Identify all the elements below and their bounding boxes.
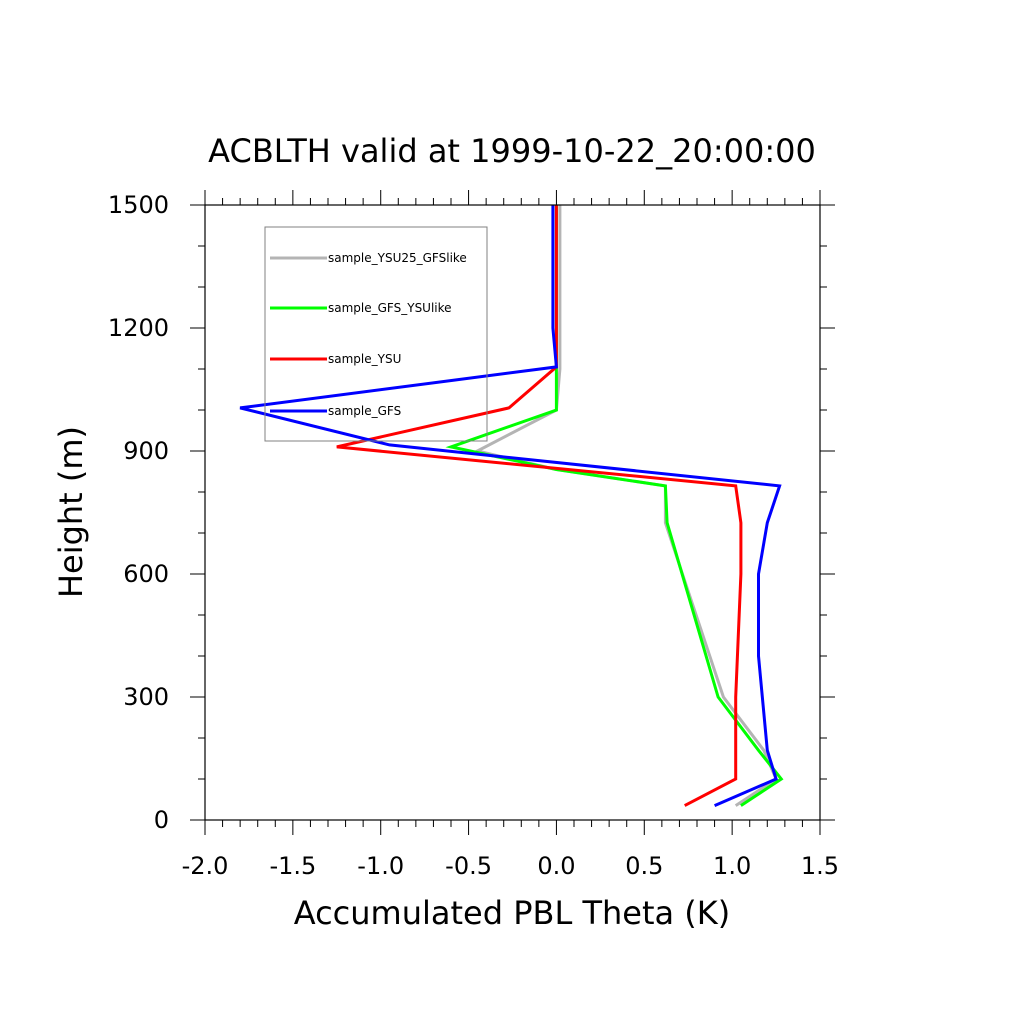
y-tick-label: 900 <box>123 437 169 465</box>
x-tick-label: -0.5 <box>445 852 492 880</box>
x-tick-label: -1.5 <box>269 852 316 880</box>
series-line-3 <box>336 205 743 807</box>
y-tick-label: 600 <box>123 560 169 588</box>
legend-box <box>264 226 488 442</box>
x-tick-label: 1.0 <box>713 852 751 880</box>
x-tick-label: -2.0 <box>182 852 229 880</box>
x-tick-label: 1.5 <box>801 852 839 880</box>
y-tick-label: 1200 <box>108 314 169 342</box>
series-line-2 <box>445 205 784 807</box>
x-tick-label: -1.0 <box>357 852 404 880</box>
series-line-4 <box>239 205 782 807</box>
x-tick-label: 0.0 <box>537 852 575 880</box>
legend: sample_YSU25_GFSlike sample_GFS_YSUlikesa… <box>264 226 488 442</box>
y-tick-label: 0 <box>154 806 169 834</box>
y-tick-label: 300 <box>123 683 169 711</box>
chart-title: ACBLTH valid at 1999-10-22_20:00:00 <box>208 132 816 170</box>
series-layer <box>239 205 784 807</box>
y-axis-label: Height (m) <box>52 426 90 598</box>
legend-label: sample_YSU <box>328 352 401 366</box>
y-tick-label: 1500 <box>108 191 169 219</box>
x-tick-label: 0.5 <box>625 852 663 880</box>
legend-label: sample_GFS <box>328 404 401 418</box>
legend-label: sample_GFS_YSUlike <box>328 301 452 315</box>
axes-layer: -2.0 -1.5 -1.0 -0.5 0.0 0.5 1.0 1.5 0 300 600 900 12… <box>108 190 839 880</box>
legend-label: sample_YSU25_GFSlike <box>328 251 467 265</box>
plot-frame <box>204 204 821 821</box>
x-axis-label: Accumulated PBL Theta (K) <box>294 894 731 932</box>
